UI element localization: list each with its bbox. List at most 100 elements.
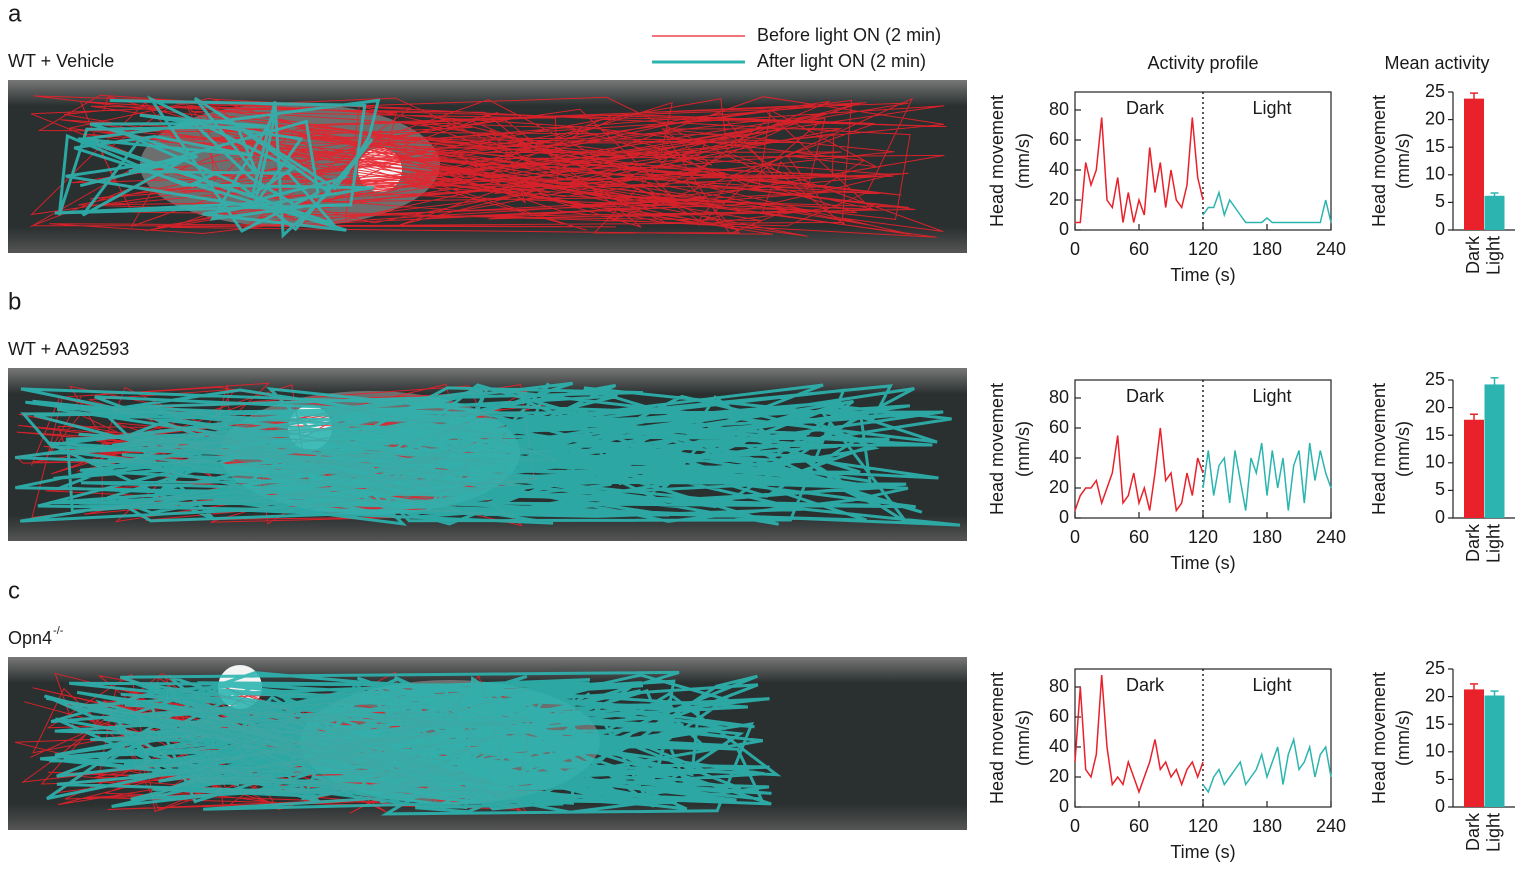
chart-title: Mean activity — [1384, 53, 1489, 73]
y-tick-label: 60 — [1049, 417, 1069, 437]
y-axis-label: (mm/s) — [1393, 710, 1413, 766]
x-tick-label: 60 — [1129, 816, 1149, 836]
y-tick-label: 80 — [1049, 99, 1069, 119]
category-label: Dark — [1463, 523, 1483, 562]
bar — [1464, 689, 1484, 807]
phase-label: Light — [1252, 675, 1291, 695]
y-tick-label: 15 — [1425, 136, 1445, 156]
condition-label: Opn4 — [8, 628, 52, 648]
activity-line — [1074, 674, 1204, 795]
y-tick-label: 10 — [1425, 164, 1445, 184]
y-tick-label: 25 — [1425, 81, 1445, 101]
y-tick-label: 5 — [1435, 479, 1445, 499]
y-axis-label: (mm/s) — [1393, 133, 1413, 189]
trajectory — [54, 95, 381, 239]
y-tick-label: 40 — [1049, 447, 1069, 467]
x-tick-label: 0 — [1070, 527, 1080, 547]
y-tick-label: 0 — [1435, 507, 1445, 527]
bar — [1464, 98, 1484, 231]
legend-label: Before light ON (2 min) — [757, 25, 941, 45]
y-tick-label: 20 — [1049, 477, 1069, 497]
x-tick-label: 180 — [1252, 239, 1282, 259]
y-tick-label: 20 — [1425, 108, 1445, 128]
category-label: Light — [1483, 813, 1503, 852]
bar — [1464, 419, 1484, 518]
y-tick-label: 80 — [1049, 676, 1069, 696]
condition-superscript: -/- — [53, 625, 64, 637]
x-tick-label: 0 — [1070, 816, 1080, 836]
category-label: Light — [1483, 524, 1503, 563]
condition-label: WT + Vehicle — [8, 51, 114, 71]
y-axis-label: (mm/s) — [1013, 710, 1033, 766]
y-tick-label: 15 — [1425, 424, 1445, 444]
y-tick-label: 0 — [1435, 796, 1445, 816]
x-tick-label: 120 — [1188, 816, 1218, 836]
phase-label: Light — [1252, 386, 1291, 406]
activity-line — [1202, 736, 1332, 794]
y-tick-label: 0 — [1435, 219, 1445, 239]
y-axis-label: Head movement — [1369, 95, 1389, 227]
y-axis-label: Head movement — [1369, 672, 1389, 804]
y-tick-label: 25 — [1425, 658, 1445, 678]
y-tick-label: 5 — [1435, 191, 1445, 211]
panel-label: b — [8, 288, 21, 315]
trajectory — [40, 670, 782, 816]
y-tick-label: 80 — [1049, 387, 1069, 407]
y-axis-label: Head movement — [987, 672, 1007, 804]
condition-label: WT + AA92593 — [8, 339, 129, 359]
x-tick-label: 0 — [1070, 239, 1080, 259]
phase-label: Light — [1252, 98, 1291, 118]
chart-title: Activity profile — [1147, 53, 1258, 73]
activity-line — [1202, 442, 1332, 511]
y-tick-label: 10 — [1425, 452, 1445, 472]
x-axis-label: Time (s) — [1170, 842, 1235, 862]
y-axis-label: Head movement — [987, 95, 1007, 227]
activity-line — [1075, 117, 1204, 224]
x-tick-label: 60 — [1129, 239, 1149, 259]
category-label: Light — [1483, 236, 1503, 275]
x-axis-label: Time (s) — [1170, 265, 1235, 285]
y-tick-label: 60 — [1049, 129, 1069, 149]
activity-line — [1202, 189, 1332, 224]
bar — [1484, 695, 1505, 807]
x-axis-label: Time (s) — [1170, 553, 1235, 573]
x-tick-label: 120 — [1188, 527, 1218, 547]
trajectory — [14, 381, 961, 527]
phase-label: Dark — [1126, 675, 1165, 695]
y-tick-label: 0 — [1059, 507, 1069, 527]
x-tick-label: 60 — [1129, 527, 1149, 547]
category-label: Dark — [1463, 235, 1483, 274]
x-tick-label: 120 — [1188, 239, 1218, 259]
panel-label: c — [8, 577, 20, 604]
bar — [1484, 384, 1505, 518]
activity-line — [1074, 427, 1204, 513]
y-axis-label: Head movement — [987, 383, 1007, 515]
y-tick-label: 40 — [1049, 159, 1069, 179]
y-tick-label: 20 — [1425, 396, 1445, 416]
x-tick-label: 180 — [1252, 527, 1282, 547]
legend-label: After light ON (2 min) — [757, 51, 926, 71]
category-label: Dark — [1463, 812, 1483, 851]
phase-label: Dark — [1126, 98, 1165, 118]
y-tick-label: 15 — [1425, 713, 1445, 733]
x-tick-label: 240 — [1316, 527, 1346, 547]
x-tick-label: 240 — [1316, 816, 1346, 836]
y-axis-label: Head movement — [1369, 383, 1389, 515]
y-axis-label: (mm/s) — [1013, 421, 1033, 477]
y-tick-label: 0 — [1059, 796, 1069, 816]
x-tick-label: 240 — [1316, 239, 1346, 259]
y-tick-label: 20 — [1425, 685, 1445, 705]
y-tick-label: 5 — [1435, 768, 1445, 788]
y-tick-label: 20 — [1049, 189, 1069, 209]
y-tick-label: 0 — [1059, 219, 1069, 239]
y-tick-label: 25 — [1425, 369, 1445, 389]
y-tick-label: 60 — [1049, 706, 1069, 726]
y-axis-label: (mm/s) — [1393, 421, 1413, 477]
y-axis-label: (mm/s) — [1013, 133, 1033, 189]
y-tick-label: 10 — [1425, 741, 1445, 761]
phase-label: Dark — [1126, 386, 1165, 406]
bar — [1484, 195, 1505, 230]
y-tick-label: 20 — [1049, 766, 1069, 786]
y-tick-label: 40 — [1049, 736, 1069, 756]
